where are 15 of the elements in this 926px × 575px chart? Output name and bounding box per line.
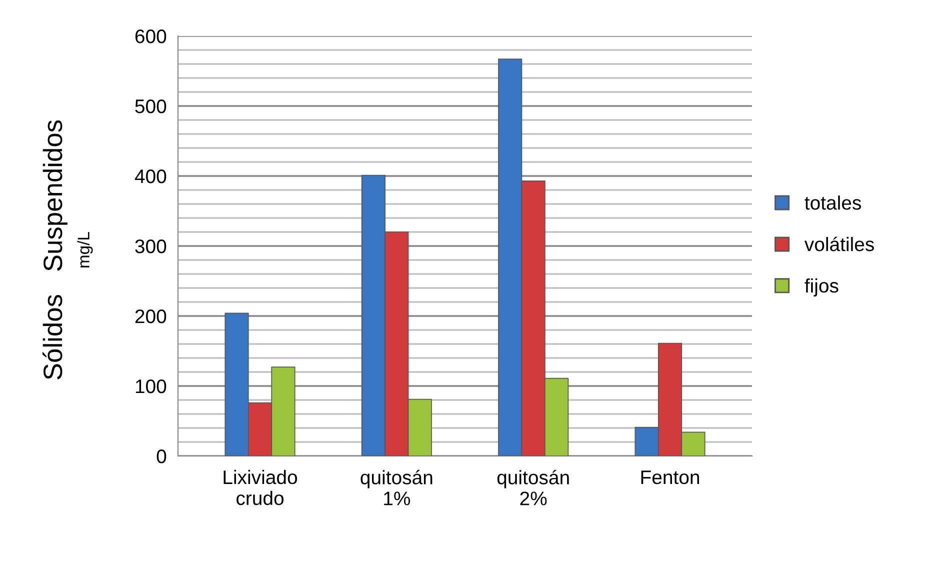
legend-label: volátiles — [804, 236, 874, 252]
y-tick-label: 300 — [135, 239, 166, 254]
x-tick-label: Fenton — [641, 470, 700, 484]
y-tick-label: 600 — [135, 29, 166, 44]
y-tick-label: 500 — [135, 99, 166, 114]
y-tick-label: 200 — [135, 309, 166, 324]
y-axis-title: Sólidos Suspendidos mg/L — [42, 120, 93, 380]
legend-label: totales — [804, 195, 861, 210]
y-tick-label: 0 — [156, 449, 166, 464]
x-tick-label: Lixiviado crudo — [224, 470, 298, 506]
y-tick-label: 400 — [134, 169, 166, 184]
x-tick-label: quitosán 1% — [360, 470, 432, 506]
x-tick-label: quitosán 2% — [497, 470, 569, 506]
legend-label: fijos — [804, 278, 838, 297]
y-tick-label: 100 — [136, 379, 166, 394]
